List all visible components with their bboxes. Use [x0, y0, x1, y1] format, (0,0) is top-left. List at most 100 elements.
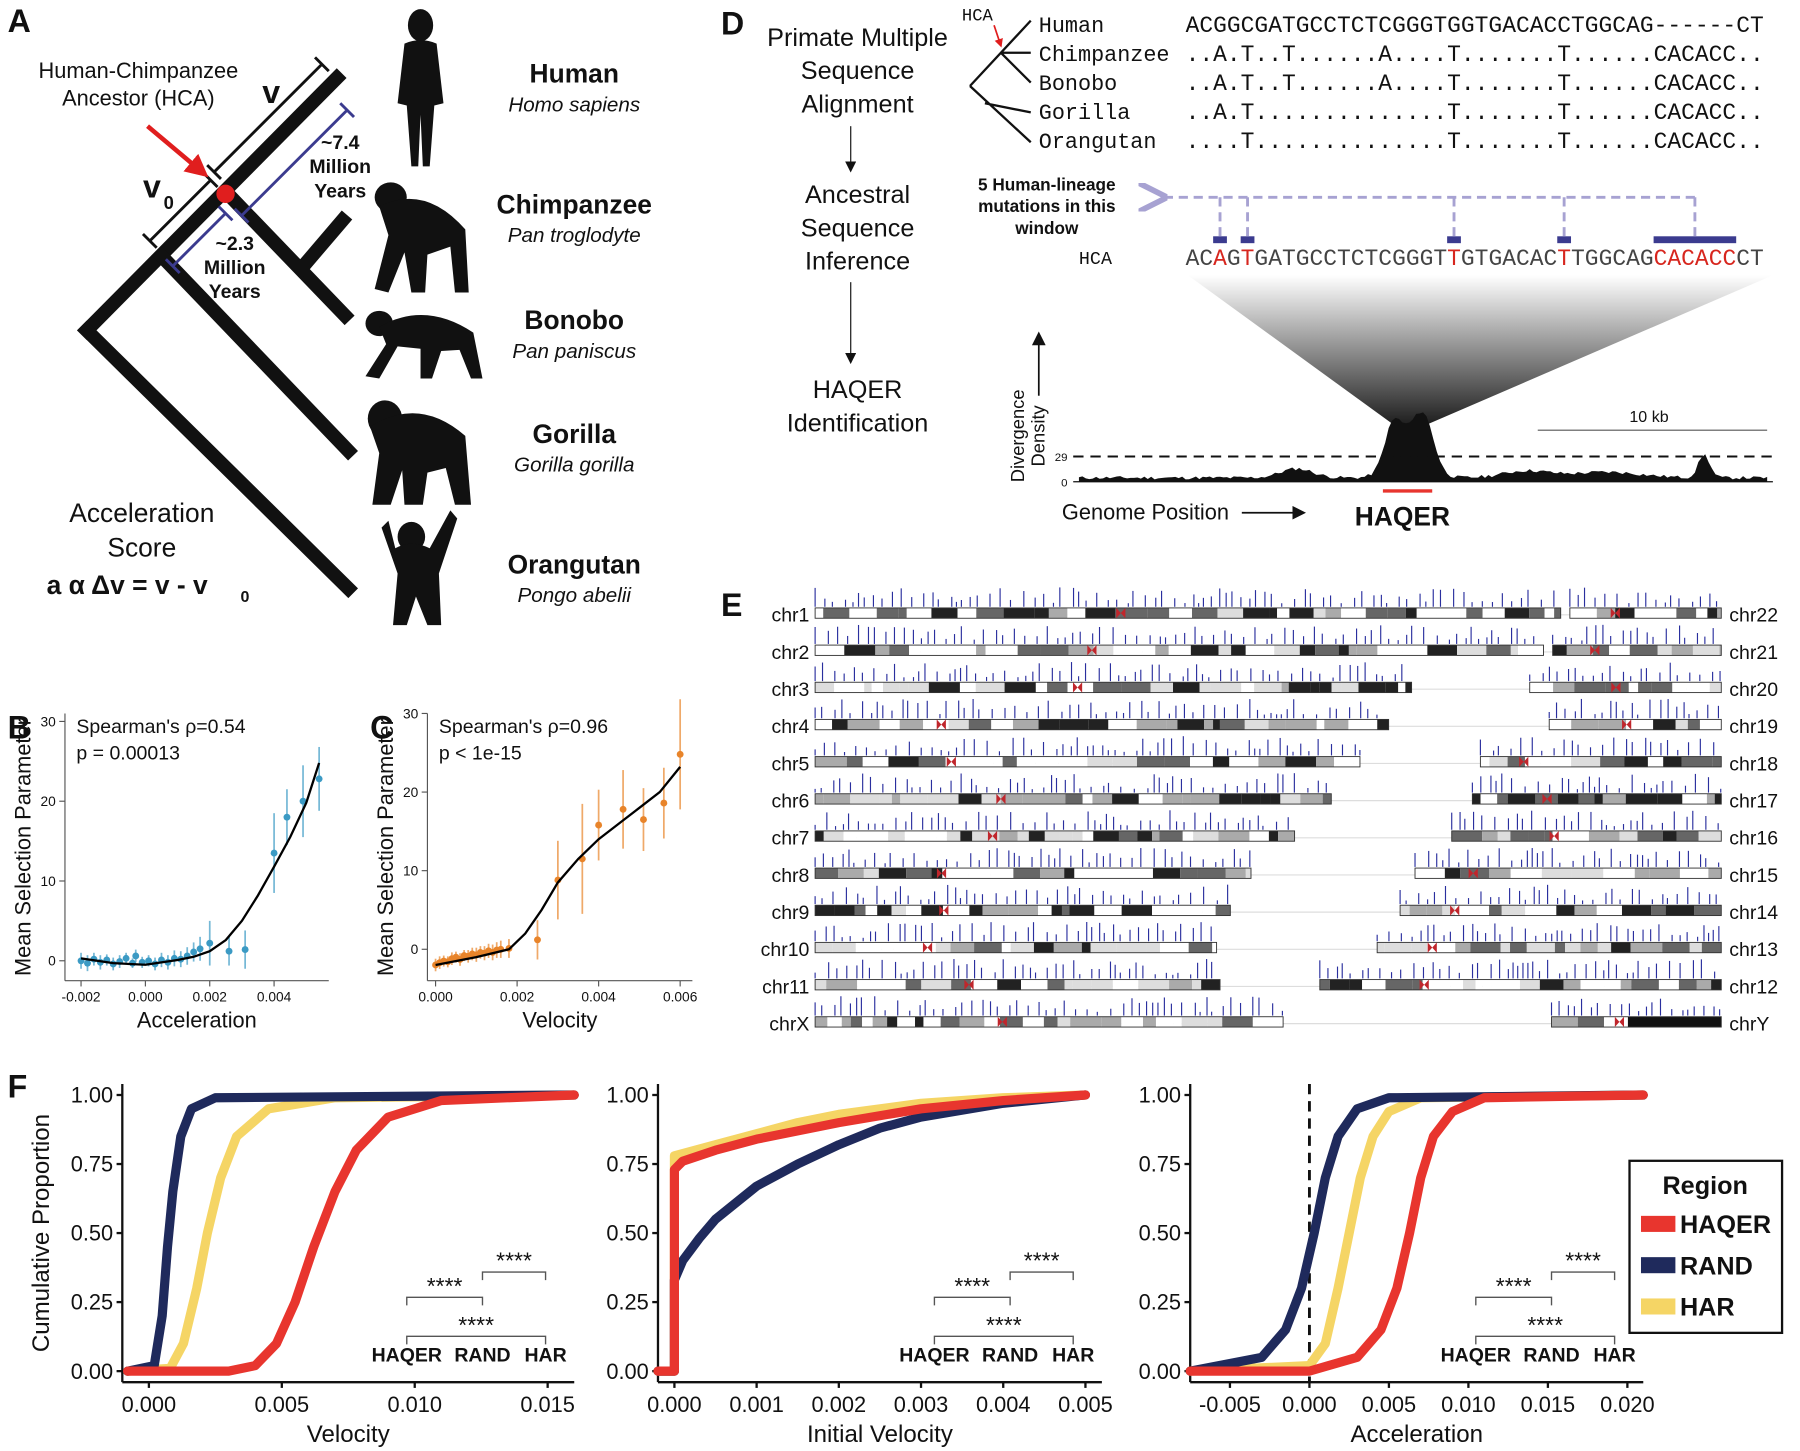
band — [863, 868, 879, 879]
chromosome-label: chr10 — [761, 939, 810, 961]
band — [1553, 682, 1575, 693]
band — [968, 868, 991, 879]
mutation-note: window — [1014, 218, 1079, 238]
centromere — [936, 868, 947, 879]
band — [815, 793, 824, 805]
band — [1067, 607, 1086, 619]
chromosome-outline — [1471, 793, 1722, 805]
band — [1679, 868, 1709, 879]
band — [1136, 719, 1167, 730]
significance-bracket — [406, 1335, 547, 1345]
panel-label: E — [721, 587, 742, 623]
point — [206, 939, 214, 947]
band — [957, 607, 977, 619]
band — [1245, 868, 1251, 879]
band — [1136, 756, 1165, 767]
chromosome — [814, 921, 1218, 954]
band — [960, 830, 973, 842]
chromosome-outline — [1451, 830, 1722, 842]
band — [1044, 830, 1060, 842]
band — [1092, 793, 1113, 805]
annotation: Spearman's ρ=0.54 — [76, 716, 245, 738]
band — [1682, 793, 1707, 805]
band — [1574, 682, 1606, 693]
centromere — [1072, 682, 1083, 693]
band — [834, 682, 865, 693]
band — [1069, 905, 1095, 916]
flow-step: Primate Multiple — [767, 24, 948, 52]
sequence-segment: TGGCAG — [1571, 246, 1654, 272]
band — [1497, 607, 1505, 619]
band — [1539, 979, 1564, 990]
band — [1121, 905, 1153, 916]
band — [999, 830, 1018, 842]
band — [1197, 868, 1226, 879]
band — [889, 645, 910, 656]
band — [857, 979, 885, 990]
band — [1243, 607, 1270, 619]
x-tick-label: 0.002 — [812, 1392, 867, 1417]
band — [1280, 793, 1301, 805]
significance: **** — [986, 1312, 1022, 1338]
group-label: HAQER — [899, 1345, 969, 1367]
band — [1662, 942, 1690, 953]
band — [959, 682, 976, 693]
band — [1047, 979, 1065, 990]
band — [942, 905, 970, 916]
branch-length: Million — [204, 257, 266, 279]
band — [1268, 830, 1279, 842]
band — [815, 830, 824, 842]
band — [1190, 645, 1219, 656]
fit-line — [80, 762, 321, 966]
y-tick-label: 10 — [403, 863, 419, 878]
band — [1181, 1016, 1208, 1028]
x-tick-label: 0.003 — [894, 1392, 949, 1417]
band — [881, 942, 894, 953]
chromosome-label: chr14 — [1729, 902, 1778, 924]
legend-swatch — [1640, 1257, 1676, 1274]
point — [283, 813, 291, 821]
band — [846, 756, 863, 767]
band — [1081, 942, 1091, 953]
taxon-name: Chimpanzee — [1039, 43, 1170, 68]
point — [315, 775, 323, 783]
band — [1694, 905, 1722, 916]
flow-step: Alignment — [801, 90, 913, 118]
band — [1630, 942, 1663, 953]
point — [595, 821, 603, 829]
band — [1331, 682, 1342, 693]
band — [1422, 979, 1451, 990]
band — [1087, 756, 1113, 767]
band — [1466, 607, 1483, 619]
position-label: Genome Position — [1062, 500, 1229, 525]
band — [1102, 868, 1134, 879]
band — [1552, 645, 1567, 656]
band — [1602, 793, 1626, 805]
chromosome — [1529, 662, 1722, 694]
legend-label: HAQER — [1680, 1211, 1771, 1239]
band — [1714, 793, 1722, 805]
band — [1687, 719, 1700, 730]
chromosome-label: chrY — [1729, 1013, 1769, 1035]
chromosome — [1569, 587, 1722, 619]
band — [1580, 942, 1598, 953]
band — [1061, 905, 1070, 916]
band — [1035, 756, 1059, 767]
band — [1118, 830, 1138, 842]
x-tick-label: 0.000 — [418, 989, 453, 1004]
band — [1082, 830, 1094, 842]
band — [1288, 682, 1311, 693]
band — [815, 607, 824, 619]
band — [1021, 979, 1048, 990]
chromosome — [814, 959, 1221, 991]
annotation: Spearman's ρ=0.96 — [439, 716, 608, 738]
band — [1651, 682, 1673, 693]
chromosome-label: chr8 — [771, 865, 809, 887]
band — [1549, 719, 1572, 730]
band — [1489, 868, 1511, 879]
band — [1219, 793, 1242, 805]
band — [1628, 682, 1639, 693]
chromosome-outline — [814, 979, 1221, 991]
band — [1557, 793, 1579, 805]
band — [1671, 645, 1693, 656]
